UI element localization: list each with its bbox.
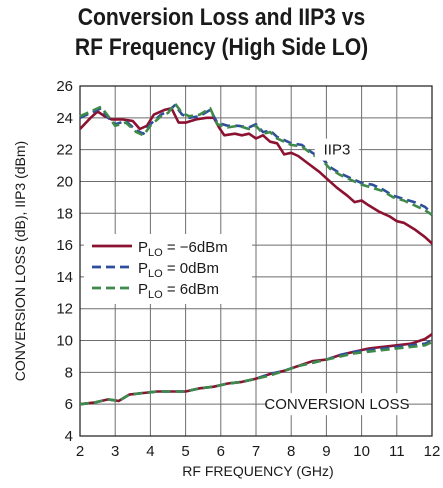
x-tick-label: 6 [217,443,225,460]
y-tick-label: 18 [56,205,73,222]
x-tick-label: 9 [322,443,330,460]
y-tick-label: 6 [65,396,73,413]
legend-label: PLO = −6dBm [138,239,228,259]
chart-title-line-2: RF Frequency (High Side LO) [74,34,369,61]
y-tick-label: 8 [65,364,73,381]
legend-label: PLO = 6dBm [138,281,219,301]
y-tick-label: 22 [56,142,73,159]
series-line-iip3 [79,102,433,216]
annotation-background [314,138,360,161]
plot-frame [79,85,433,437]
y-tick-label: 4 [65,428,73,445]
x-tick-label: 11 [389,443,405,460]
y-tick-label: 12 [56,301,73,318]
series-line-iip3 [79,103,433,215]
series-line-conversion-loss [79,340,433,406]
y-axis-label: CONVERSION LOSS (dB), IIP3 (dBm) [12,141,28,381]
y-tick-label: 20 [56,173,73,190]
series-line-iip3 [79,107,433,245]
x-axis-label: RF FREQUENCY (GHz) [182,463,333,479]
annotation-label: IIP3 [324,142,351,159]
x-tick-label: 12 [424,443,441,460]
y-tick-label: 26 [56,78,73,95]
y-tick-label: 14 [56,269,73,286]
x-tick-label: 7 [252,443,260,460]
y-tick-label: 10 [56,333,73,350]
x-tick-label: 2 [76,443,84,460]
x-tick-label: 5 [181,443,189,460]
x-tick-label: 10 [353,443,370,460]
y-tick-label: 16 [56,237,73,254]
legend-label: PLO = 0dBm [138,260,219,280]
annotation-label: CONVERSION LOSS [264,396,409,413]
x-tick-label: 3 [111,443,119,460]
y-tick-label: 24 [56,110,73,127]
x-tick-label: 4 [146,443,154,460]
chart-title-line-1: Conversion Loss and IIP3 vs [77,4,366,31]
annotation-background [267,393,407,416]
x-tick-label: 8 [287,443,295,460]
